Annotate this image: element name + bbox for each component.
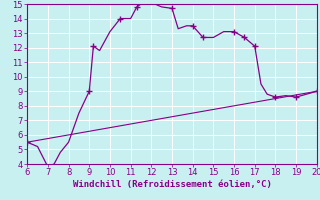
X-axis label: Windchill (Refroidissement éolien,°C): Windchill (Refroidissement éolien,°C) bbox=[73, 180, 271, 189]
